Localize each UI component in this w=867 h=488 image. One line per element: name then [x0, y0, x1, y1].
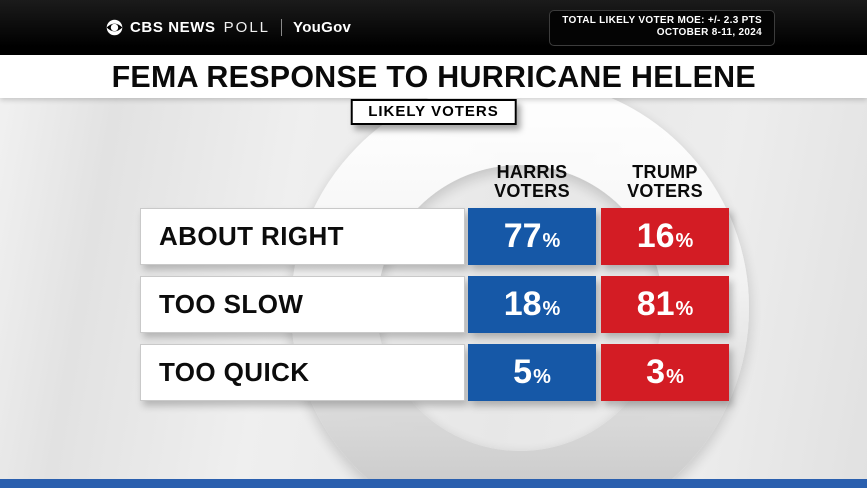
moe-line1: TOTAL LIKELY VOTER MOE: +/- 2.3 PTS — [562, 14, 762, 26]
brand-poll: POLL — [223, 19, 270, 36]
column-header-trump: TRUMP VOTERS — [601, 162, 729, 202]
cbs-eye-icon — [106, 19, 123, 36]
cell-value: 16% — [636, 217, 694, 255]
top-bar: CBS NEWS POLL YouGov TOTAL LIKELY VOTER … — [0, 0, 867, 55]
row-label-about-right: ABOUT RIGHT — [140, 208, 465, 265]
column-header-harris-line2: VOTERS — [494, 181, 570, 202]
brand-cbs-news: CBS NEWS — [130, 19, 216, 36]
brand-yougov: YouGov — [293, 19, 352, 36]
cell-value: 3% — [646, 353, 684, 391]
column-header-trump-line2: VOTERS — [627, 181, 703, 202]
cell-value: 81% — [636, 285, 694, 323]
cell-too-slow-harris: 18% — [468, 276, 596, 333]
cell-too-quick-trump: 3% — [601, 344, 729, 401]
row-label-too-slow: TOO SLOW — [140, 276, 465, 333]
likely-voters-badge: LIKELY VOTERS — [350, 99, 517, 125]
cell-about-right-harris: 77% — [468, 208, 596, 265]
cell-value: 18% — [503, 285, 561, 323]
cell-value: 5% — [513, 353, 551, 391]
brand-divider — [281, 19, 282, 36]
moe-box: TOTAL LIKELY VOTER MOE: +/- 2.3 PTS OCTO… — [549, 9, 775, 46]
page-title: FEMA RESPONSE TO HURRICANE HELENE — [111, 58, 756, 94]
cell-too-quick-harris: 5% — [468, 344, 596, 401]
cell-about-right-trump: 16% — [601, 208, 729, 265]
moe-line2: OCTOBER 8-11, 2024 — [656, 27, 762, 38]
title-bar: FEMA RESPONSE TO HURRICANE HELENE — [0, 55, 867, 98]
bottom-bar — [0, 479, 867, 488]
cell-value: 77% — [503, 217, 561, 255]
row-label-too-quick: TOO QUICK — [140, 344, 465, 401]
cell-too-slow-trump: 81% — [601, 276, 729, 333]
column-header-harris-line1: HARRIS — [496, 162, 568, 182]
brand-lockup: CBS NEWS POLL YouGov — [106, 19, 351, 36]
column-header-harris: HARRIS VOTERS — [468, 162, 596, 202]
column-header-trump-line1: TRUMP — [632, 162, 698, 182]
